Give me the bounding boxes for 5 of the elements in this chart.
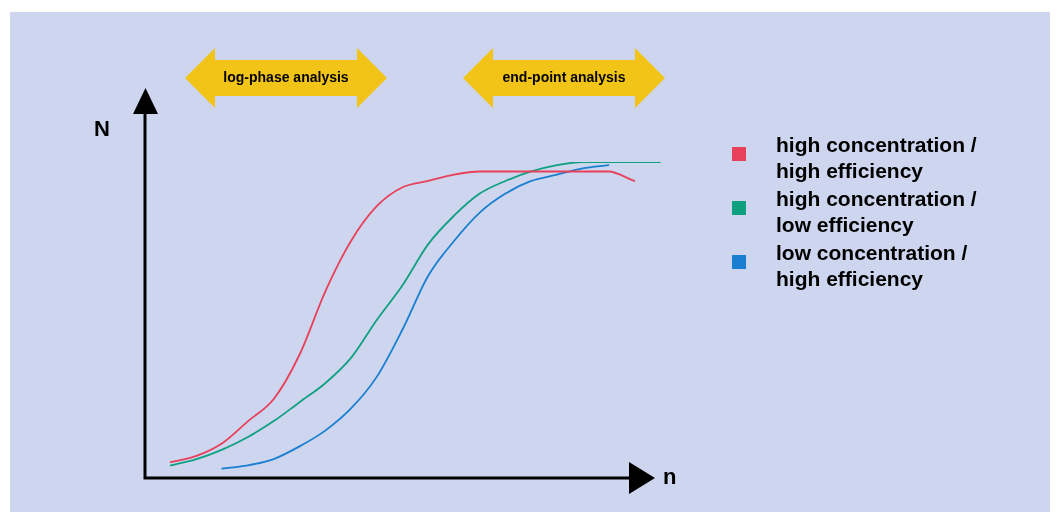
y-axis-title: N: [94, 116, 110, 142]
text: end-point analysis: [501, 69, 627, 85]
x-axis-title: n: [663, 464, 677, 490]
legend-label: low concentration / high efficiency: [776, 240, 969, 292]
text: log-phase analysis: [222, 69, 350, 85]
